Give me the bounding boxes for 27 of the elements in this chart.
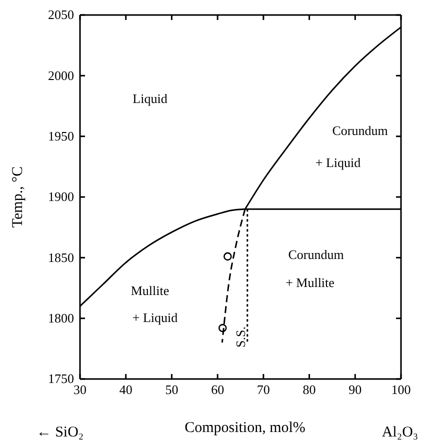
annotation: Corundum: [288, 246, 344, 262]
annotation: Liquid: [132, 90, 168, 106]
y-tick-label: 1950: [48, 128, 74, 144]
annotation: Mullite: [130, 282, 170, 298]
x-tick-label: 60: [211, 382, 224, 398]
annotation: + Liquid: [132, 310, 178, 325]
text: Al₂O₃: [382, 424, 418, 440]
x-tick-label: 40: [119, 382, 132, 398]
x-tick-label: 50: [165, 382, 178, 398]
x-tick-label: 90: [348, 382, 362, 398]
x-tick-label: 70: [256, 382, 270, 398]
y-tick-label: 1750: [48, 371, 74, 386]
x-axis-title: Composition, mol%: [184, 420, 306, 436]
text: ← SiO₂: [36, 424, 84, 440]
x-tick-label: 100: [391, 382, 411, 398]
y-tick-label: 1850: [48, 250, 74, 265]
annotation: Corundum: [332, 122, 388, 138]
y-tick-label: 2000: [48, 68, 74, 83]
y-axis-title: Temp., °C: [10, 166, 26, 228]
annotation: + Liquid: [315, 154, 362, 170]
y-tick-label: 2050: [48, 7, 74, 22]
x-tick-label: 80: [302, 382, 316, 398]
x-tick-label: 30: [74, 382, 86, 398]
annotation: S.S.: [232, 326, 248, 348]
y-tick-label: 1800: [48, 310, 74, 326]
y-tick-label: 1900: [48, 189, 74, 204]
annotation: + Mullite: [286, 274, 335, 290]
